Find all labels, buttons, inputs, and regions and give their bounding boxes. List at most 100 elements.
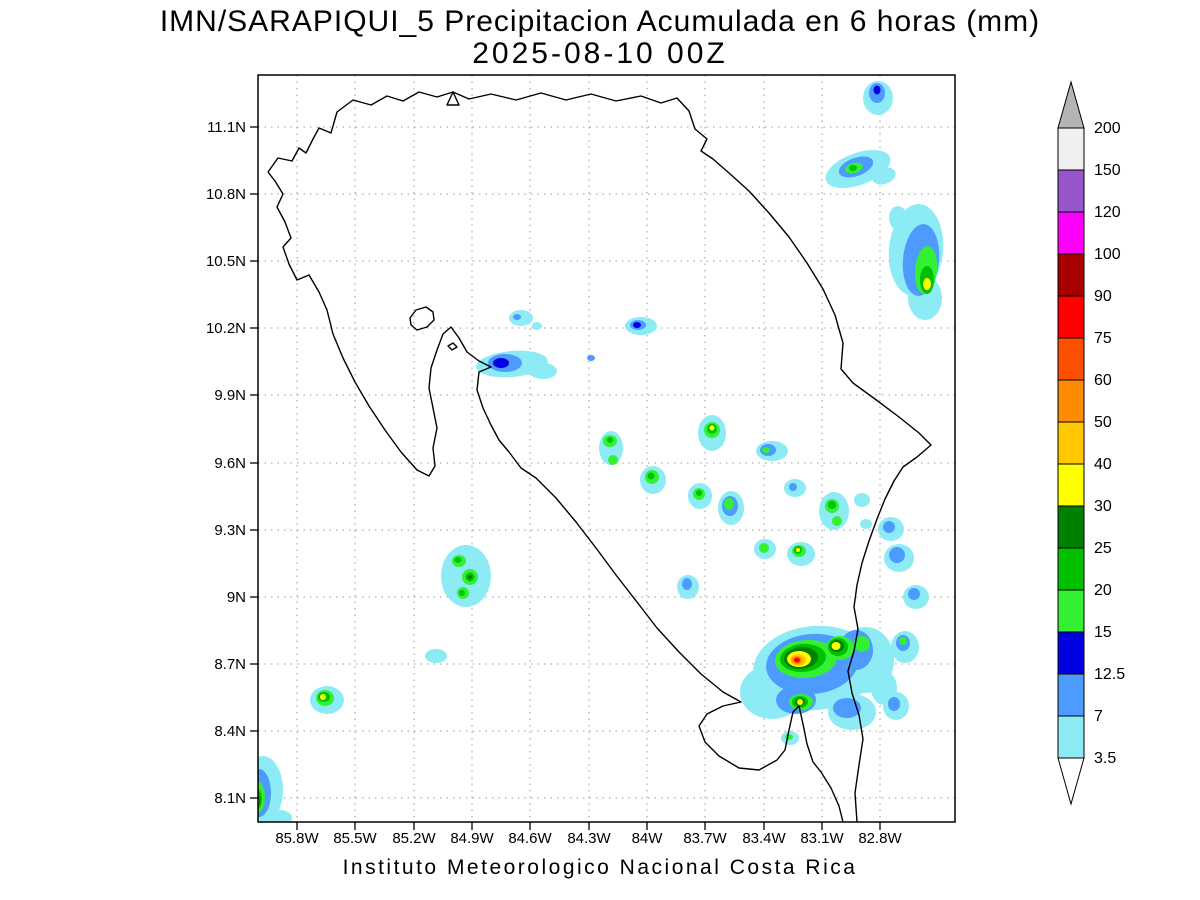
- precip-blob: [854, 493, 870, 507]
- lon-tick-label: 84W: [632, 830, 664, 847]
- precip-blob: [794, 657, 800, 663]
- lon-tick-label: 83.4W: [742, 830, 786, 847]
- colorbar-label: 15: [1094, 624, 1112, 641]
- precip-blob: [696, 490, 702, 496]
- lat-tick-label: 8.4N: [214, 723, 246, 740]
- coastline-path: [267, 171, 844, 822]
- precip-blob: [759, 543, 769, 553]
- precip-blob: [647, 472, 655, 480]
- colorbar-arrow-top: [1057, 80, 1085, 129]
- precip-blob: [251, 799, 257, 808]
- colorbar-label: 20: [1094, 582, 1112, 599]
- precip-blob: [899, 637, 907, 645]
- precip-blob: [608, 455, 618, 465]
- colorbar-cell: [1057, 505, 1085, 549]
- coastline-path: [409, 306, 435, 331]
- precip-blob: [509, 310, 533, 326]
- colorbar-label: 12.5: [1094, 666, 1125, 683]
- chart-title: IMN/SARAPIQUI_5 Precipitacion Acumulada …: [159, 5, 1041, 38]
- colorbar-label: 7: [1094, 708, 1103, 725]
- precip-blob: [607, 437, 613, 443]
- lon-tick-label: 82.8W: [858, 830, 902, 847]
- precip-blob: [883, 521, 895, 533]
- colorbar-cell: [1057, 421, 1085, 465]
- precip-blob: [513, 314, 521, 320]
- lon-tick-label: 84.6W: [508, 830, 552, 847]
- colorbar-label: 50: [1094, 414, 1112, 431]
- coastline-path: [446, 91, 460, 106]
- lat-tick-label: 9.6N: [214, 455, 246, 472]
- precip-blob: [762, 447, 770, 453]
- lon-tick-label: 85.2W: [392, 830, 436, 847]
- precip-blob: [789, 483, 797, 491]
- colorbar-cell: [1057, 463, 1085, 507]
- precip-blob: [268, 810, 292, 822]
- precip-blob: [709, 425, 715, 431]
- chart-subtitle: 2025-08-10 00Z: [472, 37, 728, 70]
- colorbar-label: 90: [1094, 288, 1112, 305]
- colorbar-label: 200: [1094, 120, 1121, 137]
- colorbar-cell: [1057, 631, 1085, 675]
- lon-tick-label: 85.5W: [333, 830, 377, 847]
- colorbar-cell: [1057, 211, 1085, 255]
- lat-tick-label: 8.1N: [214, 790, 246, 807]
- precip-blob: [828, 501, 836, 509]
- lat-tick-label: 8.7N: [214, 656, 246, 673]
- footer-text: Instituto Meteorologico Nacional Costa R…: [342, 856, 858, 879]
- colorbar-label: 75: [1094, 330, 1112, 347]
- colorbar-cell: [1057, 127, 1085, 171]
- precip-blob: [849, 165, 857, 171]
- precip-blob: [797, 699, 803, 705]
- precip-blob: [682, 578, 692, 590]
- precip-blob: [831, 642, 841, 650]
- precip-blob: [258, 788, 262, 810]
- coastline-path: [267, 91, 932, 822]
- grid-layer: [258, 75, 955, 822]
- lon-tick-label: 85.8W: [275, 830, 319, 847]
- colorbar-label: 60: [1094, 372, 1112, 389]
- precip-blob: [320, 694, 326, 700]
- precip-blob: [860, 519, 872, 529]
- colorbar-cell: [1057, 295, 1085, 339]
- precip-blob: [889, 206, 907, 230]
- lon-tick-label: 83.7W: [683, 830, 727, 847]
- colorbar-cell: [1057, 169, 1085, 213]
- lat-tick-label: 9N: [227, 589, 246, 606]
- precip-blob: [873, 85, 881, 95]
- colorbar-cell: [1057, 589, 1085, 633]
- tick-layer: [250, 126, 881, 830]
- colorbar-label: 100: [1094, 246, 1121, 263]
- precip-blob: [532, 322, 542, 330]
- lat-tick-label: 10.8N: [206, 186, 246, 203]
- precip-blob: [724, 498, 734, 510]
- colorbar-label: 30: [1094, 498, 1112, 515]
- lat-tick-label: 9.3N: [214, 522, 246, 539]
- precip-blob: [923, 278, 931, 290]
- colorbar-label: 150: [1094, 162, 1121, 179]
- precip-blob: [854, 636, 870, 652]
- colorbar-cell: [1057, 337, 1085, 381]
- coastline-path: [447, 342, 458, 351]
- precip-blob: [258, 781, 265, 813]
- colorbar-label: 120: [1094, 204, 1121, 221]
- colorbar: 200 150 120 100 90 75 60 50 40 30 25 20 15 12.5 7 3.5: [1057, 80, 1125, 806]
- colorbar-label: 25: [1094, 540, 1112, 557]
- precip-blob: [833, 698, 861, 718]
- colorbar-cell: [1057, 547, 1085, 591]
- precip-blob: [459, 590, 465, 596]
- lon-tick-label: 84.3W: [567, 830, 611, 847]
- precip-blob: [493, 358, 509, 368]
- precip-blob: [888, 697, 900, 711]
- precip-layer: [251, 81, 944, 822]
- precip-blob: [252, 801, 256, 807]
- precip-blob: [454, 557, 462, 563]
- lat-tick-label: 11.1N: [207, 119, 246, 136]
- colorbar-cell: [1057, 715, 1085, 759]
- precip-blob: [633, 322, 641, 328]
- lat-tick-label: 10.2N: [206, 320, 246, 337]
- coastline-layer: [267, 91, 932, 822]
- map-border: [257, 74, 956, 823]
- lon-tick-label: 83.1W: [800, 830, 844, 847]
